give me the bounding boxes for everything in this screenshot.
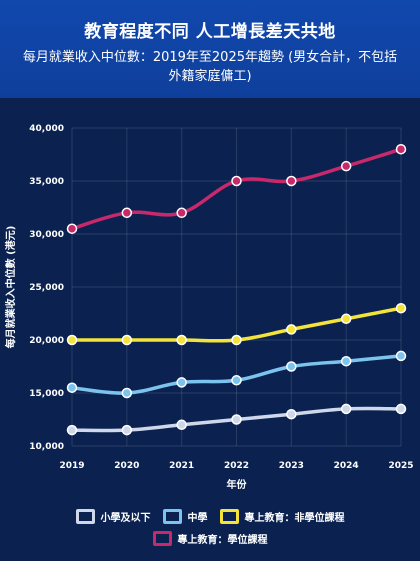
- data-point[interactable]: [231, 175, 242, 187]
- legend-swatch: [152, 530, 172, 546]
- y-tick-label: 10,000: [29, 442, 64, 452]
- data-point[interactable]: [286, 408, 297, 420]
- data-point[interactable]: [286, 175, 297, 187]
- data-point[interactable]: [121, 387, 133, 399]
- y-axis-title: 每月就業收入中位數 (港元): [4, 226, 17, 349]
- legend-swatch: [75, 508, 95, 524]
- legend-label: 專上教育：學位課程: [177, 534, 268, 546]
- data-point[interactable]: [340, 403, 352, 415]
- legend-swatch: [219, 508, 239, 524]
- header: 教育程度不同 人工增長差天共地 每月就業收入中位數：2019年至2025年趨勢 …: [0, 0, 420, 98]
- y-axis-ticks: 10,000 15,000 20,000 25,000 30,000 35,000 40,0…: [29, 124, 64, 452]
- data-point[interactable]: [66, 223, 78, 234]
- y-tick-label: 35,000: [29, 177, 64, 187]
- y-tick-label: 40,000: [29, 124, 64, 134]
- data-point[interactable]: [66, 424, 78, 436]
- x-tick-label: 2021: [169, 461, 194, 471]
- y-tick-label: 15,000: [29, 389, 64, 399]
- data-point[interactable]: [395, 143, 407, 155]
- legend-row-1: 小學及以下 中學 專上教育：非學位課程: [0, 505, 420, 527]
- data-point[interactable]: [121, 334, 133, 346]
- x-axis-ticks: 2019 2020 2021 2022 2023 2024 2025: [59, 461, 413, 471]
- series-lines: [66, 143, 407, 436]
- data-point[interactable]: [231, 375, 242, 386]
- data-point[interactable]: [176, 334, 187, 346]
- legend-label: 小學及以下: [100, 512, 151, 524]
- legend-label: 專上教育：非學位課程: [244, 512, 345, 524]
- x-tick-label: 2019: [59, 461, 84, 471]
- data-point[interactable]: [286, 324, 297, 335]
- data-point[interactable]: [395, 302, 407, 314]
- legend-item[interactable]: 小學及以下: [75, 508, 151, 524]
- data-point[interactable]: [231, 414, 242, 425]
- x-tick-label: 2023: [279, 461, 304, 471]
- data-point[interactable]: [66, 334, 78, 346]
- data-point[interactable]: [286, 361, 297, 372]
- legend: 小學及以下 中學 專上教育：非學位課程 專上教育：學位課程: [0, 505, 420, 549]
- data-point[interactable]: [176, 207, 187, 219]
- data-point[interactable]: [340, 313, 352, 325]
- data-point[interactable]: [121, 207, 133, 219]
- subtitle-line-2: 外籍家庭傭工): [168, 69, 252, 84]
- legend-swatch: [162, 508, 182, 524]
- y-tick-label: 25,000: [29, 283, 64, 293]
- y-tick-label: 20,000: [29, 336, 64, 346]
- data-point[interactable]: [121, 424, 133, 436]
- legend-item[interactable]: 中學: [162, 508, 208, 524]
- data-point[interactable]: [231, 334, 242, 346]
- x-tick-label: 2020: [114, 461, 139, 471]
- x-tick-label: 2024: [334, 461, 359, 471]
- legend-item[interactable]: 專上教育：非學位課程: [219, 508, 345, 524]
- data-point[interactable]: [176, 377, 187, 388]
- legend-item[interactable]: 專上教育：學位課程: [152, 530, 268, 546]
- y-tick-label: 30,000: [29, 230, 64, 240]
- data-point[interactable]: [176, 419, 187, 431]
- data-point[interactable]: [340, 160, 352, 172]
- data-point[interactable]: [395, 403, 407, 415]
- line-chart: 10,000 15,000 20,000 25,000 30,000 35,000 40,0…: [4, 124, 414, 491]
- legend-row-2: 專上教育：學位課程: [0, 527, 420, 549]
- data-point[interactable]: [395, 350, 407, 362]
- subtitle-line-1: 每月就業收入中位數：2019年至2025年趨勢 (男女合計，不包括: [22, 50, 398, 65]
- chart-subtitle: 每月就業收入中位數：2019年至2025年趨勢 (男女合計，不包括 外籍家庭傭工…: [0, 48, 420, 86]
- x-tick-label: 2025: [388, 461, 413, 471]
- data-point[interactable]: [66, 382, 78, 393]
- x-tick-label: 2022: [224, 461, 249, 471]
- x-axis-title: 年份: [227, 478, 248, 491]
- data-point[interactable]: [340, 355, 352, 367]
- legend-label: 中學: [187, 512, 208, 524]
- gridlines: [71, 127, 402, 447]
- chart-title: 教育程度不同 人工增長差天共地: [84, 22, 336, 42]
